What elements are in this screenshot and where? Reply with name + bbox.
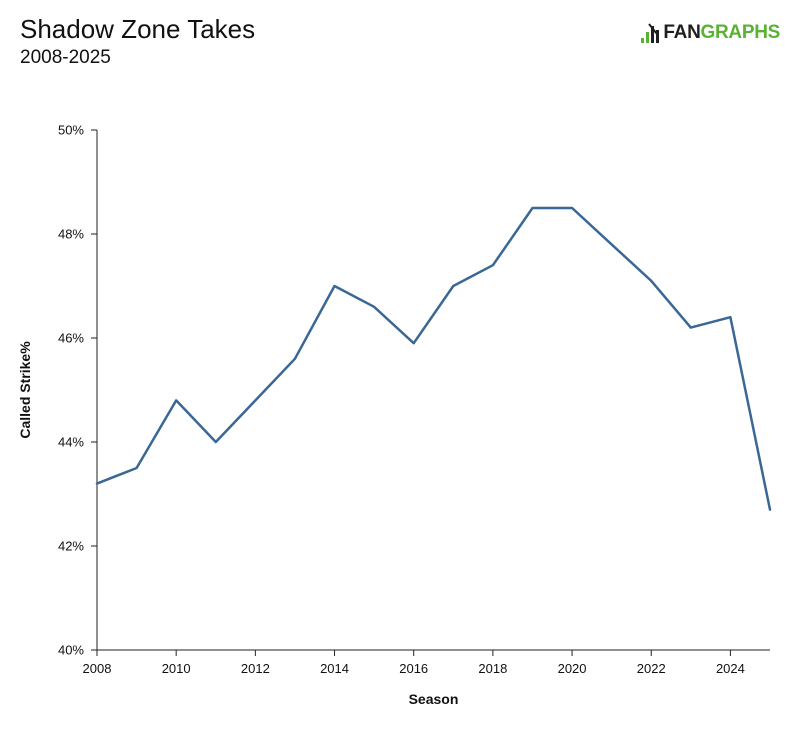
x-tick-label: 2020 xyxy=(558,661,587,676)
x-tick-label: 2008 xyxy=(83,661,112,676)
y-tick-label: 46% xyxy=(58,331,84,346)
logo-text-fan: FAN xyxy=(663,22,701,43)
x-tick-label: 2018 xyxy=(478,661,507,676)
x-tick-label: 2024 xyxy=(716,661,745,676)
y-tick-label: 50% xyxy=(58,123,84,138)
chart-subtitle: 2008-2025 xyxy=(20,47,111,68)
y-axis: 40% 42% 44% 46% 48% 50% xyxy=(58,123,98,658)
series-line xyxy=(95,206,772,511)
x-tick-label: 2022 xyxy=(637,661,666,676)
y-tick-label: 44% xyxy=(58,435,84,450)
x-tick-label: 2014 xyxy=(320,661,349,676)
y-tick-label: 40% xyxy=(58,643,84,658)
y-tick-label: 48% xyxy=(58,227,84,242)
y-tick-label: 42% xyxy=(58,539,84,554)
x-axis-title: Season xyxy=(409,691,459,707)
x-tick-label: 2016 xyxy=(399,661,428,676)
chart-title: Shadow Zone Takes xyxy=(20,14,256,44)
fangraphs-logo[interactable]: FAN GRAPHS xyxy=(641,20,780,46)
logo-mark-icon xyxy=(641,23,660,43)
logo-text-graphs: GRAPHS xyxy=(700,22,781,43)
x-tick-label: 2012 xyxy=(241,661,270,676)
plot-area xyxy=(95,206,772,511)
x-axis: 2008 2010 2012 2014 2016 2018 2020 2022 2024 xyxy=(83,649,770,676)
x-tick-label: 2010 xyxy=(162,661,191,676)
y-axis-title: Called Strike% xyxy=(17,341,33,439)
